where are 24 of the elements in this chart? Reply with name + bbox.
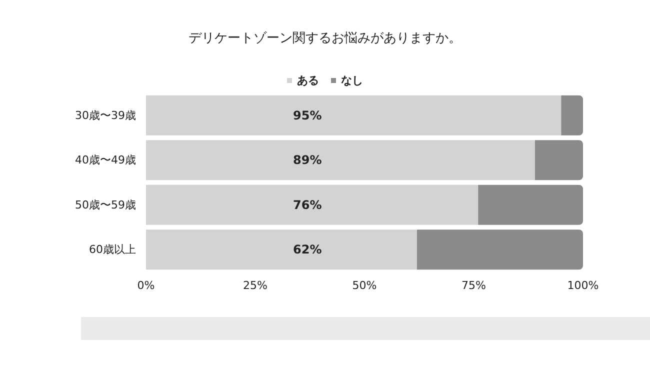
x-tick-label: 0% (137, 279, 155, 292)
legend-label: なし (341, 74, 363, 87)
data-label: 62% (293, 242, 322, 257)
x-tick-label: 100% (567, 279, 599, 292)
bar (146, 140, 535, 180)
bar (534, 140, 583, 180)
legend-label: ある (297, 74, 319, 87)
bar (561, 95, 583, 136)
bar (146, 95, 562, 136)
bar (146, 184, 478, 225)
data-label: 76% (293, 198, 322, 212)
x-tick-label: 75% (462, 279, 486, 292)
x-tick-label: 25% (243, 279, 268, 292)
data-label: 95% (293, 108, 322, 122)
bar (146, 230, 417, 270)
y-tick-label: 50歳〜59歳 (75, 198, 136, 212)
bar (478, 184, 583, 225)
y-tick-label: 40歳〜49歳 (75, 154, 136, 167)
data-label: 89% (293, 153, 322, 168)
bar (416, 230, 583, 270)
x-tick-label: 50% (352, 279, 377, 292)
y-tick-label: 60歳以上 (89, 243, 136, 256)
y-tick-label: 30歳〜39歳 (75, 108, 136, 122)
chart-title: デリケートゾーン関するお悩みがありますか。 (188, 31, 462, 46)
